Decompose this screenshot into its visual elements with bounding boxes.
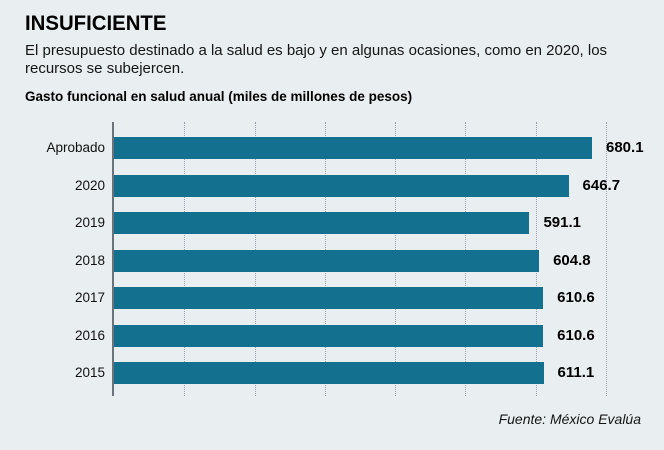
- category-label-2019: 2019: [74, 215, 105, 230]
- bar-2019: [114, 212, 530, 234]
- page-title: INSUFICIENTE: [25, 12, 167, 35]
- value-label-2015: 611.1: [557, 364, 595, 381]
- value-label-2020: 646.7: [582, 176, 621, 194]
- bar-2015: [114, 362, 544, 384]
- category-label-2020: 2020: [74, 177, 105, 193]
- value-label-aprobado: 680.1: [606, 139, 644, 156]
- plot-area: 680.1 646.7 591.1 604.8 610.6 610.6 611.1: [114, 122, 644, 396]
- bar-chart: 680.1 646.7 591.1 604.8 610.6 610.6 611.1 Apro…: [0, 122, 664, 396]
- category-label-2016: 2016: [74, 327, 105, 343]
- source-attribution: Fuente: México Evalúa: [498, 411, 641, 427]
- category-label-aprobado: Aprobado: [46, 140, 105, 155]
- value-label-2016: 610.6: [557, 326, 595, 344]
- gridline-700: [606, 122, 607, 396]
- value-label-2018: 604.8: [553, 251, 591, 269]
- y-axis-line: [112, 122, 114, 396]
- value-label-2019: 591.1: [543, 214, 581, 231]
- category-label-2015: 2015: [74, 365, 105, 380]
- bar-aprobado: [114, 137, 592, 159]
- category-label-2017: 2017: [74, 290, 105, 305]
- bar-2020: [114, 174, 569, 197]
- bar-2016: [114, 324, 544, 347]
- bar-2017: [114, 287, 544, 309]
- value-label-2017: 610.6: [557, 289, 595, 306]
- page-subtitle: El presupuesto destinado a la salud es b…: [25, 42, 608, 77]
- chart-title: Gasto funcional en salud anual (miles de…: [25, 89, 413, 104]
- header: INSUFICIENTE El presupuesto destinado a …: [25, 12, 640, 78]
- bar-2018: [114, 249, 540, 272]
- category-label-2018: 2018: [74, 252, 105, 268]
